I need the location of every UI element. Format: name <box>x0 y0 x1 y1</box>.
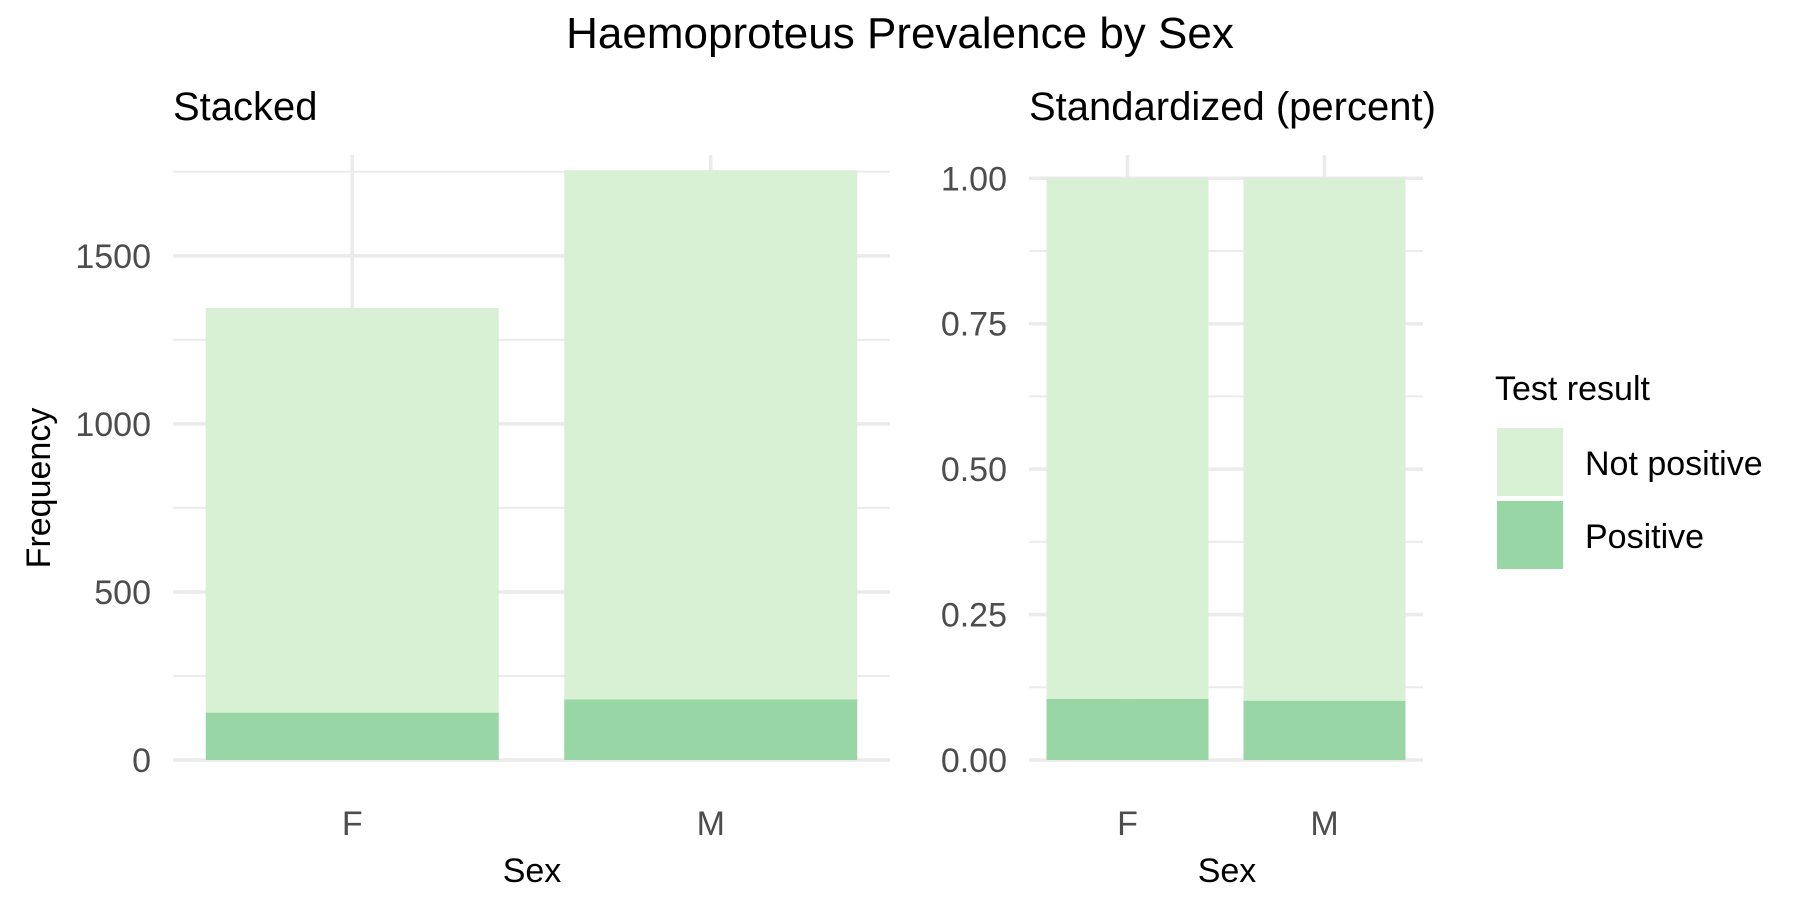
bar-m-positive <box>564 699 858 760</box>
y-tick-label: 0.50 <box>941 451 1007 489</box>
x-tick-label-m: M <box>1310 805 1338 843</box>
y-tick-label: 1000 <box>75 406 151 444</box>
legend-label-positive: Positive <box>1585 518 1704 556</box>
y-tick-label: 0 <box>132 742 151 780</box>
y-tick-label: 500 <box>94 574 151 612</box>
bar-f-positive <box>1046 698 1209 760</box>
bar-f-not-positive <box>1046 178 1209 699</box>
legend-swatch-not-positive <box>1497 428 1563 496</box>
panel-title-stacked: Stacked <box>173 85 318 129</box>
legend-swatch-positive <box>1497 501 1563 569</box>
y-tick-label: 0.25 <box>941 597 1007 635</box>
bars-stacked <box>205 170 858 760</box>
figure-title: Haemoproteus Prevalence by Sex <box>566 9 1234 58</box>
x-tick-label-f: F <box>1117 805 1138 843</box>
bar-f-positive <box>205 712 499 760</box>
panel-title-standardized: Standardized (percent) <box>1029 85 1436 129</box>
legend-label-not-positive: Not positive <box>1585 445 1763 483</box>
bar-m-not-positive <box>1243 178 1406 701</box>
panel-standardized: Standardized (percent) 0.00 0.25 0.50 0.75 1… <box>941 85 1436 890</box>
bar-f-not-positive <box>205 307 499 713</box>
y-tick-label: 0.00 <box>941 742 1007 780</box>
y-tick-labels-stacked: 0 500 1000 1500 <box>75 238 151 780</box>
y-axis-label-stacked: Frequency <box>20 408 58 569</box>
x-axis-label-stacked: Sex <box>503 852 562 890</box>
y-tick-labels-standardized: 0.00 0.25 0.50 0.75 1.00 <box>941 160 1007 780</box>
y-tick-label: 1500 <box>75 238 151 276</box>
y-tick-label: 1.00 <box>941 160 1007 198</box>
x-axis-label-standardized: Sex <box>1198 852 1257 890</box>
bars-standardized <box>1046 178 1406 760</box>
bar-m-not-positive <box>564 170 858 700</box>
x-tick-label-m: M <box>697 805 725 843</box>
x-tick-label-f: F <box>342 805 363 843</box>
legend-title: Test result <box>1495 370 1650 408</box>
y-tick-label: 0.75 <box>941 306 1007 344</box>
bar-m-positive <box>1243 700 1406 760</box>
legend: Test result Not positive Positive <box>1495 370 1763 569</box>
